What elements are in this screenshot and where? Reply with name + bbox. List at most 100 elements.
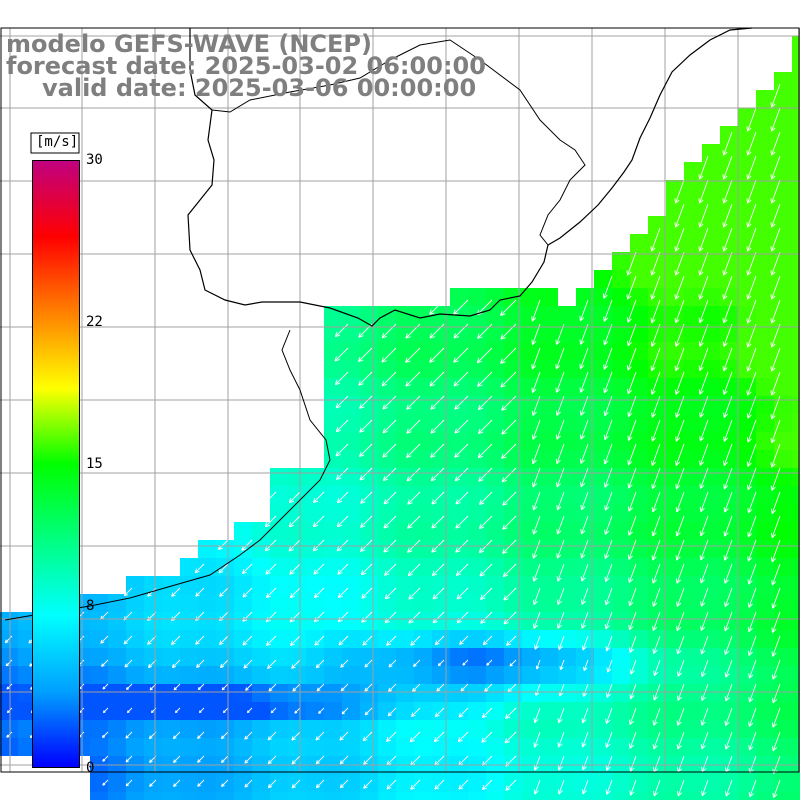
wind-cell: [306, 558, 324, 576]
wind-arrow: [149, 779, 157, 787]
wind-cell: [216, 738, 234, 756]
wind-arrow: [406, 419, 421, 434]
wind-arrow: [674, 299, 685, 324]
wind-arrow: [405, 371, 421, 387]
wind-arrow: [722, 371, 733, 395]
wind-cell: [666, 180, 684, 198]
wind-cell: [738, 720, 756, 738]
wind-cell: [774, 360, 792, 378]
wind-cell: [540, 396, 558, 414]
wind-cell: [774, 720, 792, 738]
wind-cell: [414, 792, 432, 800]
wind-cell: [180, 630, 198, 648]
wind-cell: [504, 378, 522, 396]
wind-cell: [666, 306, 684, 324]
wind-arrow: [531, 443, 541, 465]
wind-cell: [360, 792, 378, 800]
wind-cell: [450, 378, 468, 396]
wind-cell: [792, 54, 800, 72]
wind-arrow: [481, 779, 493, 791]
wind-cell: [774, 216, 792, 234]
wind-arrow: [652, 587, 661, 607]
wind-arrow: [724, 683, 733, 702]
wind-arrow: [535, 659, 541, 670]
wind-arrow: [650, 275, 661, 300]
wind-cell: [468, 774, 486, 792]
wind-cell: [342, 324, 360, 342]
wind-arrow: [676, 635, 685, 655]
wind-cell: [504, 540, 522, 558]
wind-cell: [486, 324, 504, 342]
wind-cell: [702, 450, 720, 468]
colorbar-tick-label: 22: [86, 314, 103, 331]
wind-cell: [288, 612, 306, 630]
wind-cell: [792, 612, 800, 630]
wind-cell: [792, 288, 800, 306]
wind-cell: [666, 684, 684, 702]
wind-cell: [666, 486, 684, 504]
wind-arrow: [382, 419, 397, 434]
coastline: [187, 27, 753, 327]
wind-cell: [306, 576, 324, 594]
wind-cell: [594, 288, 612, 306]
wind-arrow: [382, 395, 397, 410]
wind-cell: [594, 306, 612, 324]
wind-cell: [594, 396, 612, 414]
wind-cell: [648, 342, 666, 360]
wind-cell: [792, 360, 800, 378]
wind-arrow: [675, 563, 685, 584]
wind-cell: [324, 612, 342, 630]
wind-arrow: [430, 443, 445, 458]
wind-cell: [414, 738, 432, 756]
wind-arrow: [292, 683, 301, 692]
wind-cell: [396, 774, 414, 792]
wind-cell: [324, 594, 342, 612]
wind-arrow: [606, 659, 613, 673]
wind-arrow: [627, 443, 637, 466]
wind-arrow: [479, 491, 493, 505]
wind-cell: [522, 702, 540, 720]
wind-arrow: [406, 467, 421, 482]
wind-cell: [468, 666, 486, 684]
wind-arrow: [359, 395, 373, 409]
wind-cell: [522, 360, 540, 378]
wind-arrow: [484, 683, 493, 692]
wind-arrow: [580, 467, 589, 488]
wind-cell: [198, 684, 216, 702]
wind-cell: [378, 576, 396, 594]
wind-cell: [342, 702, 360, 720]
wind-arrow: [724, 659, 733, 678]
wind-arrow: [387, 707, 397, 717]
wind-cell: [612, 702, 630, 720]
wind-cell: [180, 666, 198, 684]
wind-cell: [180, 792, 198, 800]
wind-arrow: [456, 587, 469, 600]
wind-arrow: [125, 755, 133, 763]
wind-arrow: [581, 779, 589, 795]
wind-arrow: [478, 467, 493, 482]
wind-cell: [630, 234, 648, 252]
wind-cell: [702, 360, 720, 378]
wind-arrow: [532, 515, 541, 535]
wind-cell: [792, 540, 800, 558]
wind-arrow: [746, 275, 757, 300]
wind-arrow: [462, 659, 469, 666]
wind-cell: [450, 702, 468, 720]
wind-cell: [504, 720, 522, 738]
wind-cell: [774, 234, 792, 252]
wind-cell: [414, 558, 432, 576]
wind-cell: [90, 702, 108, 720]
wind-cell: [612, 414, 630, 432]
wind-cell: [612, 684, 630, 702]
wind-cell: [180, 774, 198, 792]
wind-cell: [468, 486, 486, 504]
wind-cell: [342, 450, 360, 468]
wind-cell: [720, 216, 738, 234]
wind-cell: [504, 432, 522, 450]
wind-cell: [774, 126, 792, 144]
wind-cell: [594, 486, 612, 504]
wind-arrow: [746, 179, 757, 204]
wind-cell: [540, 540, 558, 558]
wind-cell: [792, 108, 800, 126]
wind-arrow: [698, 347, 709, 372]
